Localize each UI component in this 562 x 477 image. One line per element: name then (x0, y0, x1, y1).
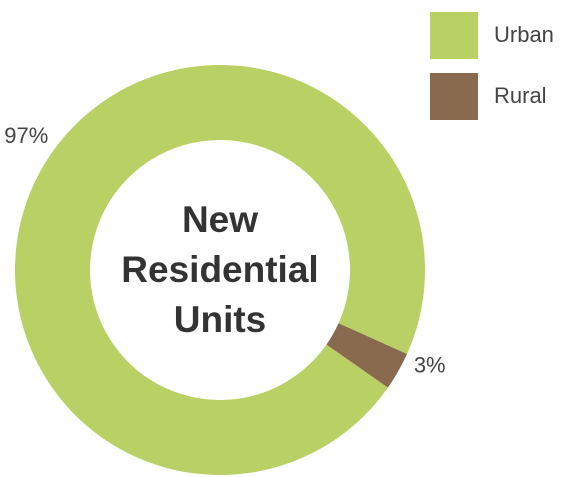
donut-slice (326, 323, 407, 388)
value-label: 97% (4, 123, 48, 148)
legend-swatch (430, 12, 478, 59)
donut-slice (15, 64, 426, 475)
legend-swatch (430, 73, 478, 120)
legend-label: Rural (494, 83, 547, 108)
value-label: 3% (414, 352, 446, 377)
chart-title: New Residential Units (121, 199, 319, 340)
legend-label: Urban (494, 22, 554, 47)
